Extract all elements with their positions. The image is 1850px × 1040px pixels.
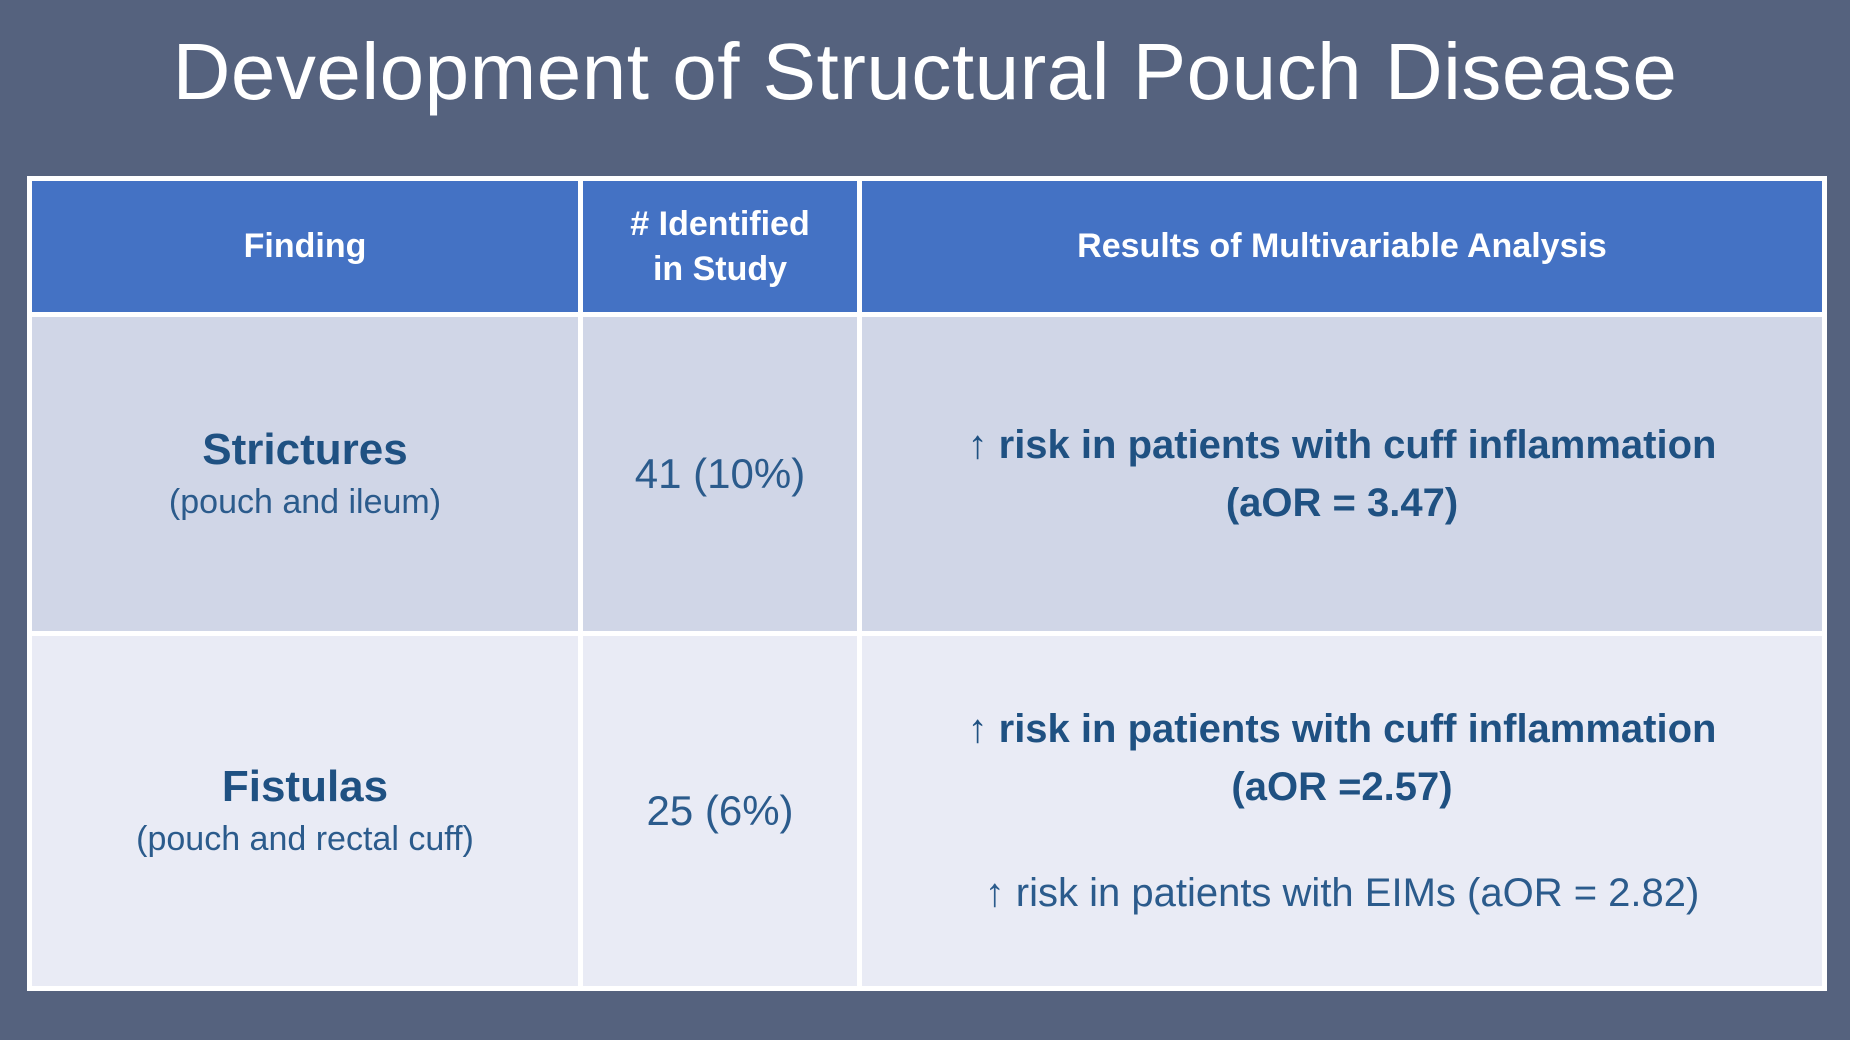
up-arrow-icon: ↑ [967,423,988,467]
table-row-fistulas: Fistulas (pouch and rectal cuff) 25 (6%)… [27,631,1827,991]
fistulas-count-value: 25 (6%) [646,787,794,834]
findings-table: Finding # Identified in Study Results of… [27,176,1827,991]
column-header-finding-label: Finding [243,227,367,266]
fistulas-result-text: risk in patients with cuff inflammation [998,707,1717,751]
column-header-identified: # Identified in Study [578,176,862,317]
fistulas-count-cell: 25 (6%) [578,631,862,991]
fistulas-result-line: ↑ risk in patients with cuff inflammatio… [862,700,1822,758]
fistulas-results-cell: ↑ risk in patients with cuff inflammatio… [857,631,1827,991]
strictures-result-text: risk in patients with cuff inflammation [998,423,1717,467]
fistulas-finding-cell: Fistulas (pouch and rectal cuff) [27,631,583,991]
up-arrow-icon: ↑ [984,871,1005,915]
strictures-result-line: ↑ risk in patients with cuff inflammatio… [862,416,1822,474]
fistulas-result2-line: ↑ risk in patients with EIMs (aOR = 2.82… [862,864,1822,922]
column-header-results-label: Results of Multivariable Analysis [1077,227,1607,266]
column-header-identified-line1: # Identified [630,204,810,243]
strictures-finding-note: (pouch and ileum) [168,482,442,521]
fistulas-finding-note: (pouch and rectal cuff) [136,819,474,858]
fistulas-result2-text: risk in patients with EIMs (aOR = 2.82) [1015,871,1700,915]
strictures-finding-cell: Strictures (pouch and ileum) [27,312,583,636]
column-header-finding: Finding [27,176,583,317]
fistulas-result-detail: (aOR =2.57) [1231,765,1453,809]
column-header-results: Results of Multivariable Analysis [857,176,1827,317]
table-row-strictures: Strictures (pouch and ileum) 41 (10%) ↑ … [27,312,1827,636]
column-header-identified-line2: in Study [652,249,788,288]
table-header-row: Finding # Identified in Study Results of… [27,176,1827,317]
strictures-result-detail: (aOR = 3.47) [1225,481,1459,525]
strictures-count-value: 41 (10%) [634,450,806,497]
strictures-count-cell: 41 (10%) [578,312,862,636]
slide-title: Development of Structural Pouch Disease [172,27,1678,116]
strictures-finding-name: Strictures [202,425,408,474]
fistulas-finding-name: Fistulas [221,762,389,811]
up-arrow-icon: ↑ [967,707,988,751]
strictures-results-cell: ↑ risk in patients with cuff inflammatio… [857,312,1827,636]
